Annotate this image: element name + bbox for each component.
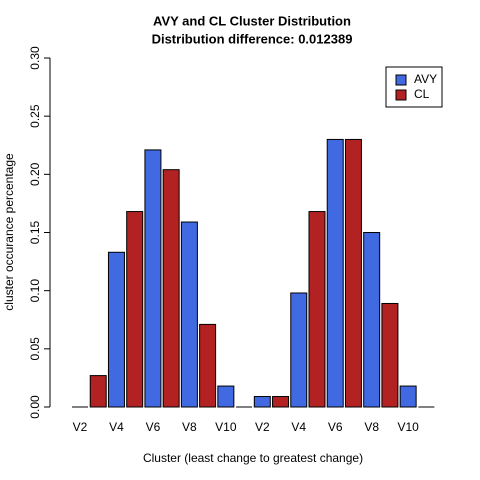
y-tick-label: 0.10	[28, 279, 42, 303]
legend-box	[385, 66, 443, 108]
y-tick-label: 0.30	[28, 46, 42, 70]
y-tick-label: 0.25	[28, 104, 42, 128]
x-tick-label: V4	[109, 420, 124, 434]
x-tick-label: V4	[291, 420, 306, 434]
chart-subtitle: Distribution difference: 0.012389	[152, 31, 353, 46]
bar	[363, 232, 381, 408]
bar	[217, 385, 235, 408]
y-tick-label: 0.00	[28, 395, 42, 419]
x-axis-label: Cluster (least change to greatest change…	[143, 451, 363, 465]
y-tick-label: 0.20	[28, 162, 42, 186]
y-tick-label: 0.05	[28, 337, 42, 361]
bar	[326, 138, 344, 408]
x-tick-label: V2	[73, 420, 88, 434]
x-tick-label: V6	[328, 420, 343, 434]
y-tick-label: 0.15	[28, 220, 42, 244]
bar	[253, 396, 271, 408]
legend-swatch	[395, 74, 407, 86]
bar	[144, 149, 162, 408]
bar	[89, 375, 107, 408]
legend-label: AVY	[414, 72, 437, 86]
bar	[308, 211, 326, 408]
bar	[399, 385, 417, 408]
legend-swatch	[395, 89, 407, 101]
x-tick-label: V8	[364, 420, 379, 434]
chart-title: AVY and CL Cluster Distribution	[153, 13, 351, 28]
x-tick-label: V10	[215, 420, 237, 434]
x-tick-label: V10	[397, 420, 419, 434]
bar	[126, 211, 144, 408]
bar	[107, 251, 125, 408]
x-tick-label: V2	[255, 420, 270, 434]
bar	[381, 302, 399, 408]
bar	[180, 221, 198, 408]
bar	[290, 292, 308, 408]
x-tick-label: V6	[146, 420, 161, 434]
bar	[272, 396, 290, 408]
legend-label: CL	[414, 87, 430, 101]
bar	[344, 138, 362, 408]
bar	[162, 169, 180, 408]
y-axis-label: cluster occurance percentage	[2, 153, 16, 311]
x-tick-label: V8	[182, 420, 197, 434]
bar	[199, 323, 217, 408]
